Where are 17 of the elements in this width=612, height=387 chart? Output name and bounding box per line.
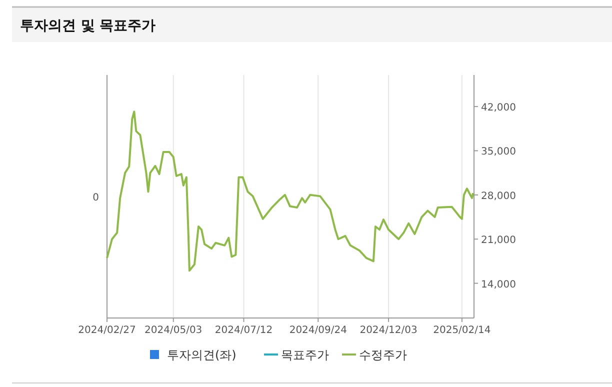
y2-tick-label: 21,000 [481,235,516,246]
text: 0 [92,192,99,204]
x-tick-label: 2024/09/24 [289,325,347,336]
legend-label: 목표주가 [281,348,329,362]
y2-tick-label: 42,000 [481,102,516,114]
y2-tick-label: 14,000 [481,279,516,290]
x-tick-label: 2024/02/27 [78,325,136,336]
line-series [106,110,474,272]
x-tick-label: 2024/07/12 [214,325,273,336]
chart-title: 투자의견 및 목표주가 [20,18,156,34]
legend-label: 수정주가 [359,348,407,362]
x-tick-label: 2024/05/03 [144,325,202,336]
x-tick-label: 2025/02/14 [433,325,491,336]
y2-tick-label: 35,000 [481,146,516,158]
y2-tick-label: 28,000 [481,190,516,202]
x-tick-label: 2024/12/03 [360,325,418,336]
legend-label: 투자의견(좌) [167,348,236,362]
